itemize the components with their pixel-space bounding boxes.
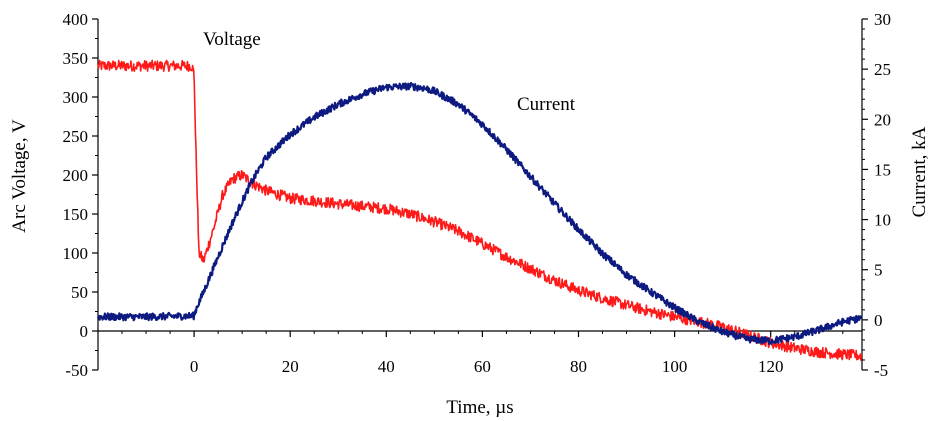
left-y-tick-label: 350 <box>63 49 89 68</box>
right-y-tick-label: 30 <box>874 10 891 29</box>
x-tick-label: 20 <box>282 357 299 376</box>
left-y-tick-label: 300 <box>63 88 89 107</box>
right-y-tick-label: 5 <box>874 261 883 280</box>
left-y-tick-label: 150 <box>63 205 89 224</box>
left-y-tick-label: -50 <box>65 361 88 380</box>
x-tick-label: 0 <box>190 357 199 376</box>
right-y-tick-label: 10 <box>874 211 891 230</box>
x-tick-label: 120 <box>758 357 784 376</box>
x-tick-label: 60 <box>474 357 491 376</box>
left-y-tick-label: 100 <box>63 244 89 263</box>
right-y-tick-label: 15 <box>874 160 891 179</box>
left-y-tick-label: 400 <box>63 10 89 29</box>
left-y-axis-title: Arc Voltage, V <box>9 119 30 233</box>
x-tick-label: 40 <box>378 357 395 376</box>
voltage-series-line <box>97 59 863 361</box>
left-y-tick-label: 50 <box>71 283 88 302</box>
series-layer <box>96 59 863 361</box>
plot-frame <box>97 19 863 370</box>
left-y-tick-label: 200 <box>63 166 89 185</box>
right-y-tick-label: 25 <box>874 60 891 79</box>
voltage-series-label: Voltage <box>203 29 261 50</box>
x-axis-title: Time, µs <box>446 397 513 418</box>
right-y-tick-label: -5 <box>874 361 888 380</box>
right-y-tick-label: 20 <box>874 110 891 129</box>
current-series-line <box>96 81 863 345</box>
left-y-tick-label: 250 <box>63 127 89 146</box>
right-y-tick-label: 0 <box>874 311 883 330</box>
right-y-axis-title: Current, kA <box>909 126 930 217</box>
current-series-label: Current <box>517 94 576 115</box>
axis-ticks: 0 20 40 60 80 100 120-500501001502002503003504… <box>63 10 892 380</box>
x-tick-label: 80 <box>570 357 587 376</box>
left-y-tick-label: 0 <box>80 322 89 341</box>
x-tick-label: 100 <box>662 357 688 376</box>
